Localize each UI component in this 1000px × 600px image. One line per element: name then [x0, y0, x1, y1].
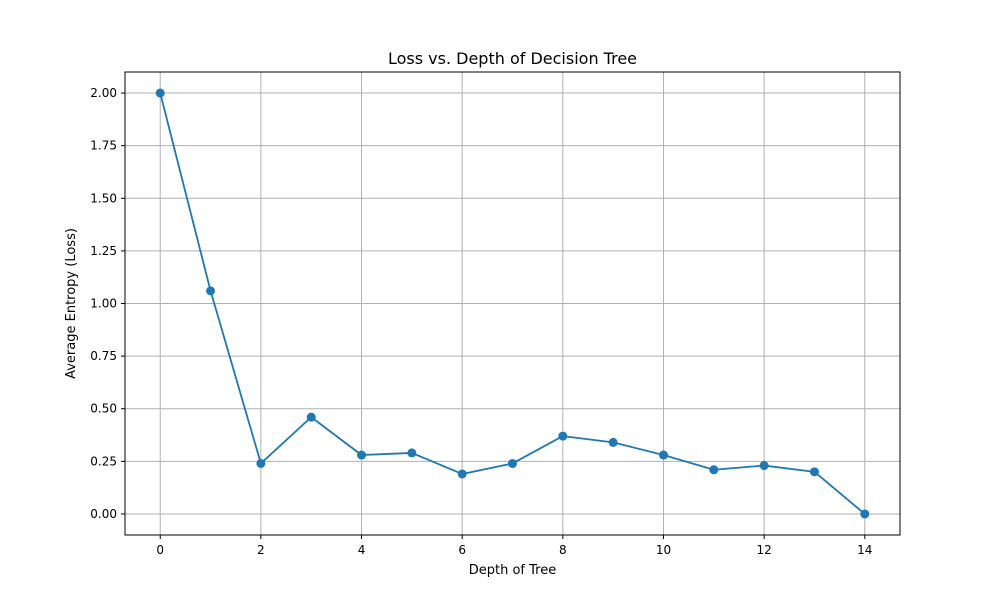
- series-layer: [155, 88, 870, 519]
- data-point-marker: [658, 450, 668, 460]
- data-point-marker: [256, 458, 266, 468]
- y-tick-label: 0.00: [90, 507, 117, 521]
- data-point-marker: [809, 467, 819, 477]
- data-point-marker: [306, 412, 316, 422]
- data-point-marker: [558, 431, 568, 441]
- x-tick-label: 10: [656, 543, 671, 557]
- x-tick-label: 4: [358, 543, 366, 557]
- data-point-marker: [608, 437, 618, 447]
- ticks-layer: 0 2 4 6 8 10 12 14 0.00 0.25 0.50 0.75 1.00 1.25 1.50 1…: [90, 86, 872, 557]
- y-tick-label: 0.75: [90, 349, 117, 363]
- y-tick-label: 0.25: [90, 454, 117, 468]
- y-tick-label: 1.00: [90, 297, 117, 311]
- y-tick-label: 1.50: [90, 191, 117, 205]
- data-point-marker: [357, 450, 367, 460]
- y-tick-label: 0.50: [90, 402, 117, 416]
- data-point-marker: [457, 469, 467, 479]
- y-tick-label: 1.25: [90, 244, 117, 258]
- x-tick-label: 14: [857, 543, 872, 557]
- data-point-marker: [860, 509, 870, 519]
- y-tick-label: 2.00: [90, 86, 117, 100]
- x-tick-label: 0: [156, 543, 164, 557]
- data-point-marker: [155, 88, 165, 98]
- x-axis-label: Depth of Tree: [469, 563, 556, 578]
- x-tick-label: 2: [257, 543, 265, 557]
- data-point-marker: [709, 465, 719, 475]
- grid-layer: [125, 72, 900, 535]
- chart-title: Loss vs. Depth of Decision Tree: [388, 49, 637, 68]
- x-tick-label: 12: [756, 543, 771, 557]
- x-tick-label: 8: [559, 543, 567, 557]
- x-tick-label: 6: [458, 543, 466, 557]
- y-tick-label: 1.75: [90, 139, 117, 153]
- data-point-marker: [206, 286, 216, 296]
- data-point-marker: [759, 461, 769, 471]
- y-axis-label: Average Entropy (Loss): [64, 228, 79, 379]
- data-point-marker: [407, 448, 417, 458]
- data-point-marker: [508, 458, 517, 468]
